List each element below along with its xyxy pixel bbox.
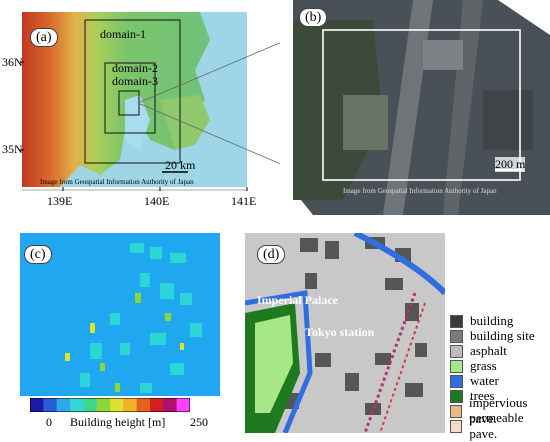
panel-a: (a) domain-1 domain-2 domain-3 36N 35N 1… <box>0 0 280 215</box>
place-tokyo-station: Tokyo station <box>305 325 375 339</box>
legend-item-trees: trees <box>450 387 495 405</box>
colorbar-segment <box>56 398 71 412</box>
lat-label-36n: 36N <box>2 55 23 69</box>
legend-item-building: building <box>450 312 513 330</box>
colorbar-segment <box>43 398 58 412</box>
panel-c: (c) 0 Building height [m] 250 <box>20 233 220 433</box>
legend-item-permeable-pave: permeable pave. <box>450 410 550 441</box>
panel-b-aerial-photo <box>293 0 550 215</box>
colorbar-min-label: 0 <box>46 415 52 429</box>
panel-a-label: (a) <box>30 28 58 47</box>
lat-label-35n: 35N <box>2 142 23 156</box>
colorbar <box>30 398 190 412</box>
colorbar-segment <box>136 398 151 412</box>
colorbar-segment <box>110 398 124 412</box>
legend-swatch <box>450 374 463 388</box>
legend-swatch <box>450 359 463 373</box>
colorbar-title: Building height [m] <box>70 415 166 429</box>
panel-b-scale-label: 200 m <box>495 157 526 172</box>
legend-item-grass: grass <box>450 357 497 375</box>
colorbar-segment <box>70 398 84 412</box>
legend-swatch <box>450 329 463 343</box>
legend-swatch <box>450 404 462 418</box>
colorbar-segment <box>163 398 178 412</box>
colorbar-segment <box>176 398 190 412</box>
legend-item-impervious-pave: impervious pave. <box>450 395 550 426</box>
colorbar-segment <box>150 398 164 412</box>
scale-bar-label: 20 km <box>165 158 196 172</box>
lon-label-139e: 139E <box>47 194 73 208</box>
colorbar-segment <box>96 398 111 412</box>
place-imperial-palace: Imperial Palace <box>257 293 338 307</box>
colorbar-max-label: 250 <box>190 415 208 429</box>
landuse-legend: building building site asphalt grass wat… <box>450 312 550 441</box>
lon-label-140e: 140E <box>144 194 170 208</box>
panel-d-landuse-map <box>245 233 445 433</box>
colorbar-segment <box>123 398 138 412</box>
panel-b: (b) 200 m Image from Geospatial Informat… <box>283 0 550 215</box>
panel-a-terrain-map <box>20 12 280 191</box>
panel-b-label: (b) <box>299 8 328 27</box>
domain-1-label: domain-1 <box>100 27 146 41</box>
legend-item-building-site: building site <box>450 327 535 345</box>
legend-item-asphalt: asphalt <box>450 342 507 360</box>
panel-b-credit: Image from Geospatial Information Author… <box>343 187 497 195</box>
legend-item-water: water <box>450 372 499 390</box>
domain-2-label: domain-2 <box>112 61 158 75</box>
panel-d-label: (d) <box>257 245 286 264</box>
legend-swatch <box>450 419 463 433</box>
panel-c-label: (c) <box>24 245 52 264</box>
legend-swatch <box>450 344 463 358</box>
legend-swatch <box>450 314 463 328</box>
panel-d: (d) Imperial Palace Tokyo station <box>245 233 445 433</box>
panel-a-credit: Image from Geospatial Information Author… <box>40 178 194 186</box>
legend-swatch <box>450 389 463 403</box>
colorbar-segment <box>83 398 98 412</box>
domain-3-label: domain-3 <box>112 74 158 88</box>
lon-label-141e: 141E <box>231 194 257 208</box>
colorbar-segment <box>30 398 44 412</box>
